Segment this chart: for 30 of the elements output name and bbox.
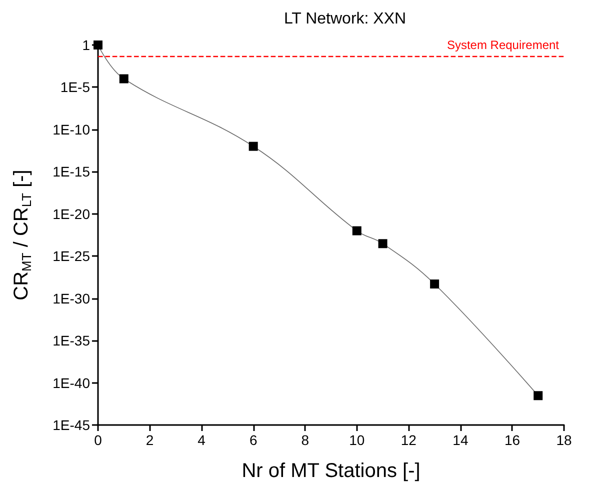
y-tick-label: 1E-20: [52, 206, 90, 222]
y-tick-label: 1E-10: [52, 121, 90, 138]
x-tick-label: 6: [249, 432, 258, 448]
x-tick-label: 4: [198, 432, 206, 448]
point: [534, 391, 543, 400]
y-tick-label: 1E-25: [52, 248, 90, 264]
x-axis-title: Nr of MT Stations [-]: [242, 460, 420, 482]
y-tick-label: 1E-40: [52, 374, 90, 391]
y-tick-label: 1E-35: [52, 332, 90, 349]
point: [430, 279, 440, 288]
x-tick-label: 12: [400, 432, 417, 448]
point: [119, 74, 128, 84]
x-tick-label: 14: [452, 432, 468, 448]
x-tick-label: 16: [504, 432, 520, 448]
x-tick-label: 8: [301, 432, 310, 448]
y-tick-label: 1: [82, 37, 90, 53]
chart-title: LT Network: XXN: [284, 10, 406, 28]
x-tick-label: 18: [556, 432, 572, 448]
y-tick-label: 1E-15: [52, 164, 90, 180]
y-tick-label: 1E-45: [52, 417, 90, 433]
ref-line-label: System Requirement: [446, 38, 560, 52]
y-axis-title: CRMT / CRLT [-]: [10, 170, 34, 300]
y-tick-label: 1E-5: [60, 79, 90, 96]
point: [378, 239, 388, 248]
point: [352, 226, 362, 236]
point: [248, 142, 258, 151]
y-tick-label: 1E-30: [52, 290, 90, 306]
x-tick-label: 10: [349, 432, 365, 448]
x-tick-label: 0: [94, 432, 102, 448]
x-tick-label: 2: [146, 432, 154, 448]
